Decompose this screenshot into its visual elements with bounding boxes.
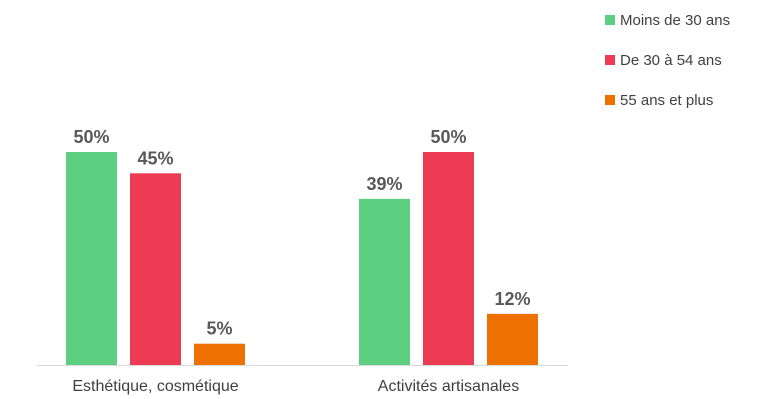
x-tick-labels-group: Esthétique, cosmétique Activités artisana… bbox=[72, 378, 519, 395]
legend-item-1: De 30 à 54 ans bbox=[605, 50, 730, 70]
data-label-1-2: 12% bbox=[494, 289, 530, 309]
bar-1-2 bbox=[487, 313, 538, 365]
bar-1-0 bbox=[359, 198, 410, 365]
legend-label-0: Moins de 30 ans bbox=[620, 11, 731, 29]
legend: Moins de 30 ans De 30 à 54 ans 55 ans et… bbox=[605, 10, 730, 130]
legend-swatch-0 bbox=[605, 15, 615, 25]
data-label-0-0: 50% bbox=[73, 127, 109, 147]
legend-swatch-1 bbox=[605, 55, 615, 65]
bar-0-0 bbox=[66, 152, 117, 365]
bar-0-1 bbox=[130, 173, 181, 365]
x-tick-label-1: Activités artisanales bbox=[378, 378, 519, 395]
data-label-1-0: 39% bbox=[366, 174, 402, 194]
bar-1-1 bbox=[423, 152, 474, 365]
data-label-0-1: 45% bbox=[137, 148, 173, 168]
legend-item-0: Moins de 30 ans bbox=[605, 10, 730, 30]
data-label-0-2: 5% bbox=[206, 319, 232, 339]
legend-label-1: De 30 à 54 ans bbox=[620, 51, 722, 69]
legend-swatch-2 bbox=[605, 95, 615, 105]
data-label-1-1: 50% bbox=[430, 127, 466, 147]
bar-0-2 bbox=[194, 343, 245, 365]
legend-label-2: 55 ans et plus bbox=[620, 91, 714, 109]
bars-group bbox=[66, 152, 538, 365]
legend-item-2: 55 ans et plus bbox=[605, 90, 730, 110]
x-tick-label-0: Esthétique, cosmétique bbox=[72, 378, 238, 395]
data-labels-group: 50% 45% 5% 39% 50% 12% bbox=[73, 127, 530, 339]
